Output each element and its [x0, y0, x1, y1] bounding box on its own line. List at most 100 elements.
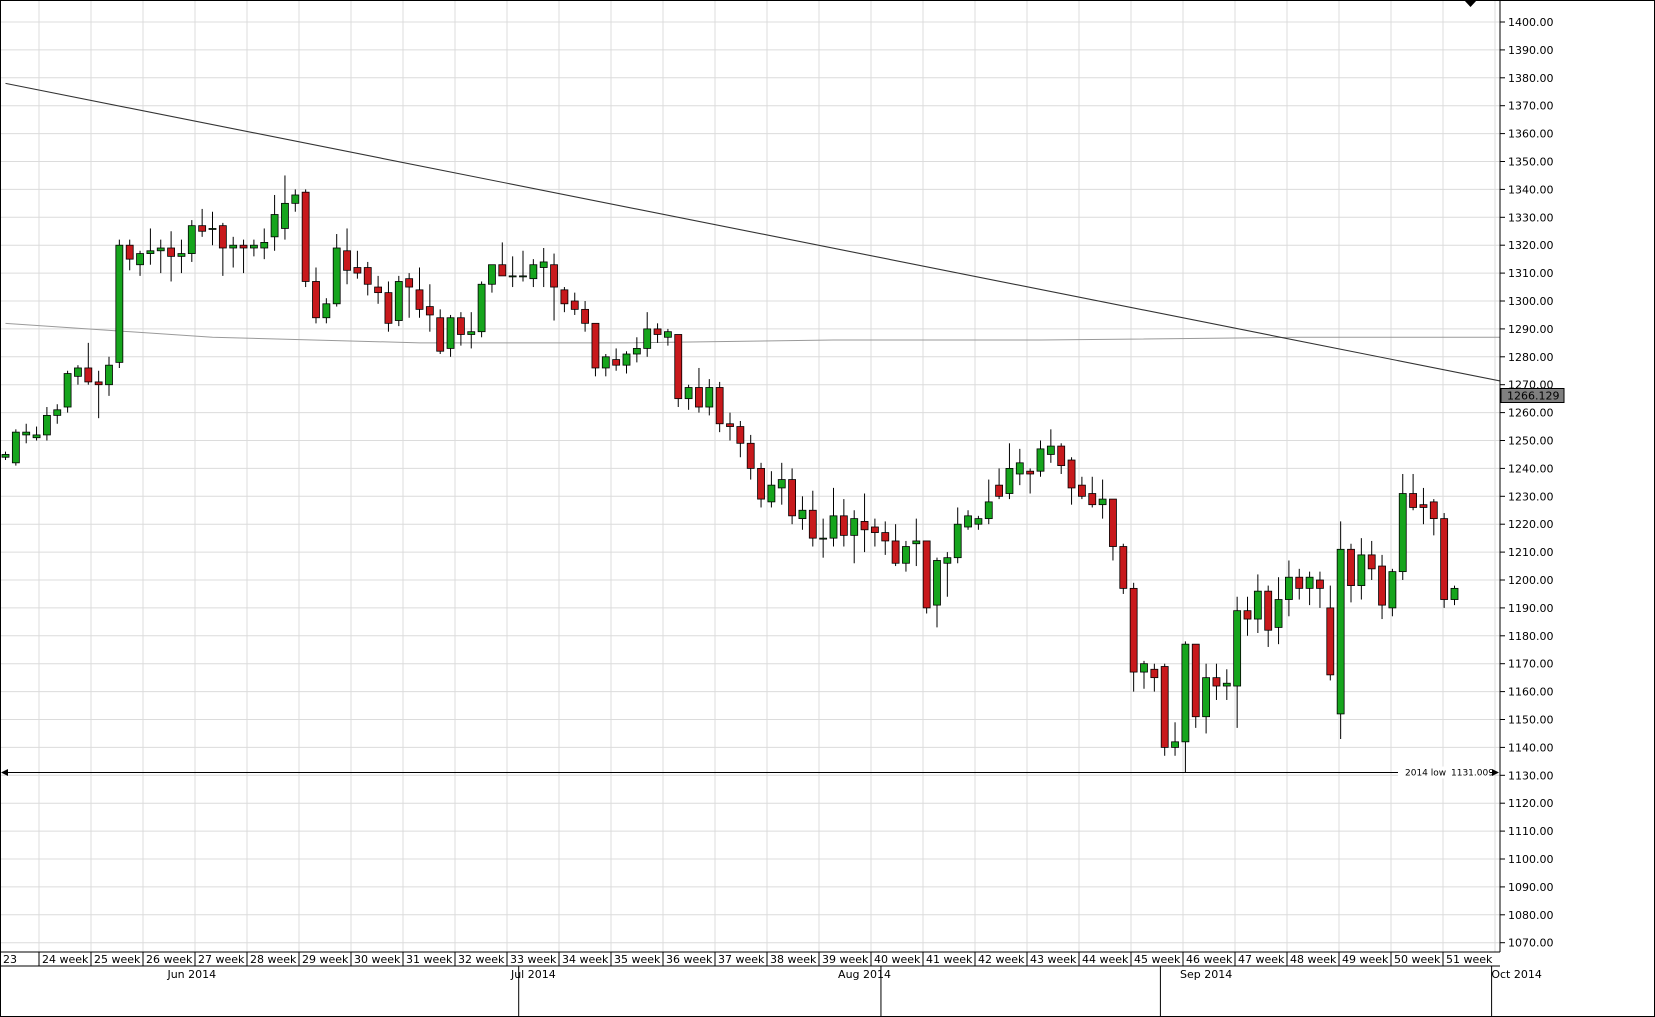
low-arrow-left — [1, 768, 8, 776]
y-tick-label: 1120.00 — [1508, 797, 1554, 810]
candle — [1005, 443, 1014, 500]
candle — [591, 322, 600, 377]
week-label: 31 week — [406, 953, 453, 966]
candle — [1295, 568, 1304, 600]
candle-body-down — [1326, 607, 1335, 676]
candle-body-up — [1233, 610, 1242, 687]
candle-body-up — [322, 303, 331, 319]
week-label: 24 week — [42, 953, 89, 966]
candle — [839, 499, 848, 547]
candle — [684, 384, 693, 410]
y-tick-label: 1310.00 — [1508, 267, 1554, 280]
y-tick-label: 1210.00 — [1508, 546, 1554, 559]
candle — [1212, 663, 1221, 700]
candle — [1191, 643, 1200, 728]
candle-body-down — [84, 367, 93, 383]
week-label: 33 week — [510, 953, 557, 966]
candle — [498, 242, 507, 277]
candle — [612, 348, 621, 371]
candle — [177, 239, 186, 274]
candle — [653, 323, 662, 343]
candle-body-down — [871, 526, 879, 533]
candle-body-down — [695, 387, 703, 408]
candle-body-down — [808, 509, 817, 539]
candle — [819, 518, 828, 558]
candle-body-up — [1285, 576, 1293, 600]
candle — [705, 379, 714, 416]
candle — [860, 493, 869, 553]
candle — [1026, 468, 1035, 494]
y-tick-label: 1280.00 — [1508, 351, 1554, 364]
candle — [1285, 560, 1293, 617]
candle — [1305, 571, 1314, 606]
candle-body-up — [767, 484, 776, 503]
week-label: 28 week — [250, 953, 297, 966]
candle — [1316, 571, 1324, 608]
y-tick-label: 1360.00 — [1508, 128, 1554, 141]
candle — [1336, 521, 1345, 740]
candle — [508, 256, 517, 288]
candle — [581, 301, 589, 332]
y-tick-label: 1240.00 — [1508, 462, 1554, 475]
y-axis: 1400.00 1390.00 1380.00 1370.00 1360.00 1350.… — [1464, 0, 1655, 952]
candle-body-down — [1409, 493, 1417, 508]
candle — [1067, 457, 1076, 505]
candle-body-down — [839, 515, 848, 536]
candle — [984, 479, 993, 525]
candle — [43, 407, 51, 441]
candle-body-down — [436, 317, 445, 352]
candle-body-down — [167, 247, 176, 257]
candle — [1140, 660, 1148, 689]
candle — [1078, 476, 1086, 500]
top-marker-icon — [1464, 0, 1477, 7]
candle-body-down — [1119, 546, 1128, 589]
candle — [1015, 448, 1024, 486]
candle — [1129, 582, 1138, 692]
candle-body-up — [1098, 498, 1107, 506]
candle — [1036, 440, 1045, 477]
candle — [1160, 663, 1169, 756]
candle — [1264, 585, 1273, 647]
candle-body-down — [415, 289, 424, 310]
candle-body-down — [239, 244, 248, 249]
candle-body-up — [115, 244, 124, 363]
candle-body-down — [312, 281, 320, 319]
trendline-path — [5, 82, 1655, 413]
candle-body-up — [249, 244, 258, 249]
candle — [167, 231, 176, 282]
candle-body-down — [674, 334, 683, 400]
y-tick-label: 1170.00 — [1508, 658, 1554, 671]
candle — [995, 468, 1003, 500]
candle — [1, 451, 10, 461]
candle — [829, 487, 838, 547]
candle-body-up — [964, 515, 972, 528]
candle-body-up — [829, 515, 838, 539]
candle — [436, 309, 445, 355]
candle-body-down — [581, 308, 589, 324]
week-label: 25 week — [94, 953, 141, 966]
candle — [415, 267, 424, 318]
candle — [1378, 554, 1386, 620]
candle-body-up — [43, 414, 51, 436]
candle — [746, 434, 755, 480]
candle-body-up — [136, 253, 144, 266]
candle — [394, 275, 403, 327]
week-label: 45 week — [1134, 953, 1181, 966]
candle — [850, 510, 859, 564]
candle — [767, 471, 776, 508]
candle — [312, 267, 320, 324]
y-tick-label: 1080.00 — [1508, 909, 1554, 922]
candle — [1274, 577, 1283, 645]
candle — [622, 351, 631, 374]
candle — [1440, 513, 1449, 608]
candle — [1367, 540, 1376, 580]
low-annotation: 2014 low 1131.009 — [1, 766, 1499, 779]
candle-body-down — [1295, 576, 1304, 589]
candle — [84, 342, 93, 385]
candle-body-down — [1378, 565, 1386, 606]
candle — [425, 284, 434, 332]
week-label: 51 week — [1446, 953, 1493, 966]
candle — [601, 354, 610, 377]
candle-body-up — [281, 202, 289, 229]
